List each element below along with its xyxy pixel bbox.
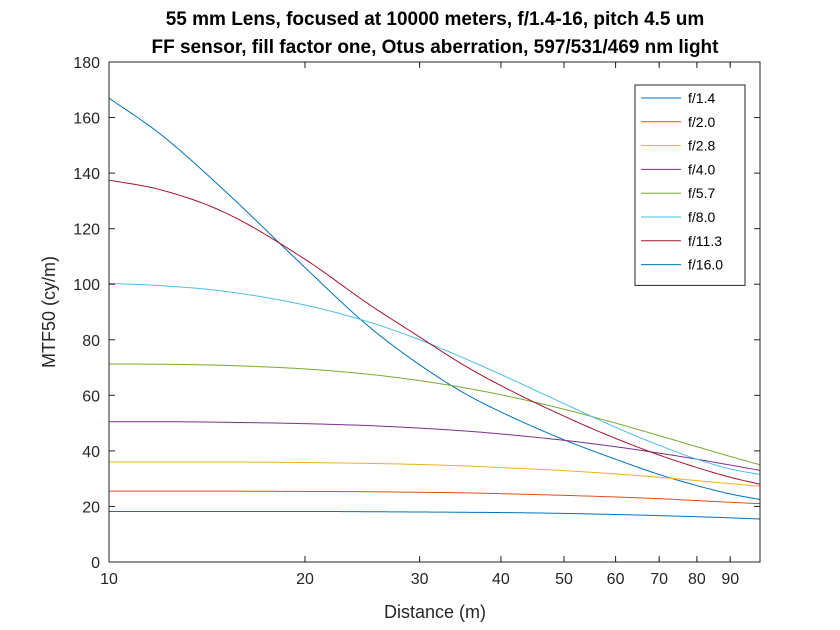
series-line-f-2-8 [109,461,761,487]
y-tick-label: 180 [73,55,100,72]
x-axis-label: Distance (m) [384,602,486,622]
chart-title-line-2: FF sensor, fill factor one, Otus aberrat… [152,37,720,58]
x-tick-label: 10 [100,571,118,588]
y-tick-label: 40 [82,444,100,461]
y-tick-label: 160 [73,111,100,128]
legend-label: f/4.0 [688,161,715,177]
y-tick-label: 20 [82,499,100,516]
legend-label: f/8.0 [688,209,715,225]
axes: 0 20 40 60 80 100 120 140 160 180 10 20 30 40 50 60 70 80… [73,55,761,588]
legend-label: f/2.0 [688,114,715,130]
y-tick-label: 140 [73,166,100,183]
legend: f/1.4 f/2.0 f/2.8 f/4.0 f/5.7 f/8.0 f/11.3 f/16… [634,84,746,286]
series-lines [108,97,761,520]
legend-box [634,84,746,286]
series-line-f-16-0 [109,510,761,520]
y-axis-label: MTF50 (cy/m) [39,256,59,368]
series-line-f-1-4 [108,97,761,500]
y-tick-label: 0 [91,555,100,572]
x-tick-label: 50 [555,571,573,588]
chart-title-line-1: 55 mm Lens, focused at 10000 meters, f/1… [166,9,705,30]
x-tick-label: 90 [721,571,739,588]
x-tick-label: 60 [607,571,625,588]
series-line-f-2-0 [109,490,761,505]
axes-box [108,61,761,563]
y-tick-label: 100 [73,277,100,294]
y-tick-label: 80 [82,333,100,350]
x-tick-label: 70 [650,571,668,588]
legend-label: f/1.4 [688,90,715,106]
legend-label: f/11.3 [688,233,722,249]
y-tick-label: 120 [73,222,100,239]
series-line-f-5-7 [108,363,761,466]
legend-label: f/5.7 [688,185,715,201]
x-tick-label: 80 [688,571,706,588]
x-tick-label: 20 [296,571,314,588]
legend-label: f/2.8 [688,138,715,154]
series-line-f-8-0 [108,282,761,475]
legend-label: f/16.0 [688,257,723,273]
x-tick-label: 40 [492,571,510,588]
series-line-f-11-3 [108,179,761,485]
x-tick-label: 30 [411,571,429,588]
y-tick-label: 60 [82,388,100,405]
